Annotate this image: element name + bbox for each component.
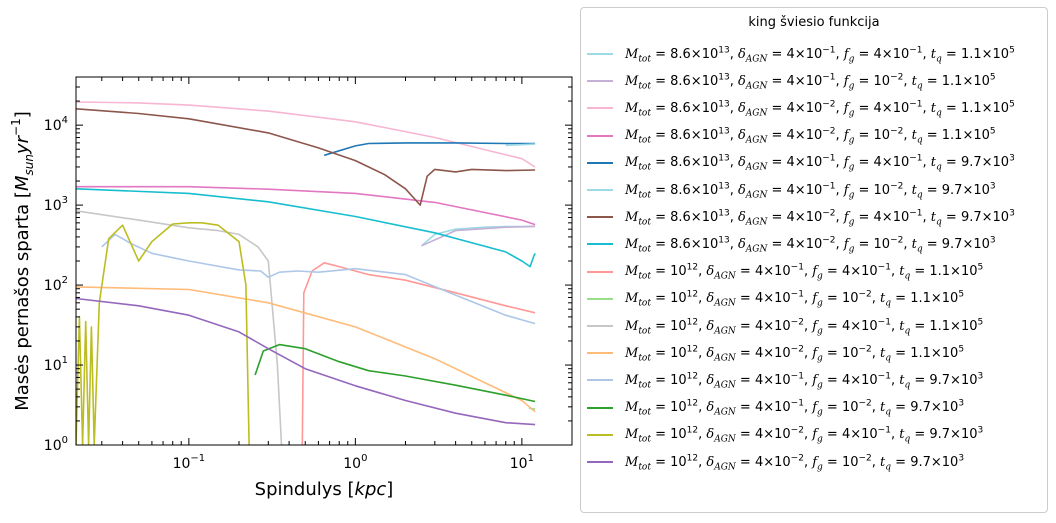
series-line-11 bbox=[76, 210, 283, 445]
series-line-15 bbox=[76, 222, 250, 445]
legend-label: Mtot = 1012, δAGN = 4×10−1, fg = 10−2, t… bbox=[625, 398, 965, 418]
legend-entry: Mtot = 8.6×1013, δAGN = 4×10−1, fg = 4×1… bbox=[587, 43, 1015, 65]
legend-entry: Mtot = 8.6×1013, δAGN = 4×10−1, fg = 4×1… bbox=[587, 152, 1015, 174]
series-line-13 bbox=[101, 233, 536, 325]
legend-label: Mtot = 8.6×1013, δAGN = 4×10−2, fg = 4×1… bbox=[625, 99, 1015, 119]
series-layer bbox=[76, 101, 536, 445]
series-line-4 bbox=[76, 185, 536, 226]
legend-swatch bbox=[587, 107, 613, 110]
series-line-6 bbox=[505, 143, 536, 147]
legend-swatch bbox=[587, 189, 613, 191]
legend-swatch bbox=[587, 406, 613, 409]
x-tick-label: 101 bbox=[510, 453, 534, 472]
legend-entry: Mtot = 8.6×1013, δAGN = 4×10−2, fg = 4×1… bbox=[587, 206, 1015, 228]
legend-label: Mtot = 8.6×1013, δAGN = 4×10−1, fg = 10−… bbox=[625, 181, 996, 201]
series-line-16 bbox=[76, 297, 536, 426]
series-line-7 bbox=[76, 108, 536, 206]
legend-swatch bbox=[587, 243, 613, 246]
legend-label: Mtot = 8.6×1013, δAGN = 4×10−1, fg = 10−… bbox=[625, 72, 996, 92]
legend-title: king šviesio funkcija bbox=[748, 15, 880, 30]
y-tick-label: 103 bbox=[44, 195, 68, 214]
x-tick-label: 100 bbox=[343, 453, 367, 472]
legend-label: Mtot = 1012, δAGN = 4×10−2, fg = 4×10−1,… bbox=[625, 425, 984, 445]
legend-entry: Mtot = 1012, δAGN = 4×10−1, fg = 10−2, t… bbox=[587, 397, 964, 419]
x-tick-label: 10−1 bbox=[173, 453, 206, 472]
series-line-5 bbox=[323, 142, 536, 157]
series-line-14 bbox=[254, 343, 536, 403]
legend-label: Mtot = 8.6×1013, δAGN = 4×10−2, fg = 10−… bbox=[625, 126, 996, 146]
y-tick-label: 101 bbox=[44, 355, 68, 374]
plot-frame bbox=[75, 76, 573, 446]
legend-entry: Mtot = 8.6×1013, δAGN = 4×10−2, fg = 4×1… bbox=[587, 97, 1015, 119]
legend-entry: Mtot = 1012, δAGN = 4×10−1, fg = 4×10−1,… bbox=[587, 369, 983, 391]
legend-entry: Mtot = 8.6×1013, δAGN = 4×10−2, fg = 10−… bbox=[587, 233, 996, 255]
legend-swatch bbox=[587, 297, 613, 300]
legend-entry: Mtot = 8.6×1013, δAGN = 4×10−2, fg = 10−… bbox=[587, 125, 996, 147]
series-line-3 bbox=[76, 101, 536, 168]
legend-entry: Mtot = 1012, δAGN = 4×10−2, fg = 10−2, t… bbox=[587, 342, 964, 364]
legend-swatch bbox=[587, 352, 613, 355]
legend-entry: Mtot = 1012, δAGN = 4×10−2, fg = 4×10−1,… bbox=[587, 424, 983, 446]
legend-swatch bbox=[587, 379, 613, 382]
legend-entry: Mtot = 1012, δAGN = 4×10−1, fg = 10−2, t… bbox=[587, 288, 964, 310]
tick-layer: 10−1 100 101 100 101 102 103 104 bbox=[44, 76, 573, 472]
series-line-12 bbox=[76, 286, 536, 413]
legend-label: Mtot = 1012, δAGN = 4×10−1, fg = 10−2, t… bbox=[625, 289, 965, 309]
legend-swatch bbox=[587, 325, 613, 327]
legend-label: Mtot = 1012, δAGN = 4×10−2, fg = 10−2, t… bbox=[625, 453, 965, 473]
legend-swatch bbox=[587, 53, 613, 55]
legend-label: Mtot = 1012, δAGN = 4×10−2, fg = 10−2, t… bbox=[625, 344, 965, 364]
legend-label: Mtot = 8.6×1013, δAGN = 4×10−1, fg = 4×1… bbox=[625, 153, 1015, 173]
legend-label: Mtot = 1012, δAGN = 4×10−1, fg = 4×10−1,… bbox=[625, 262, 984, 282]
legend-swatch bbox=[587, 134, 613, 137]
legend-entry: Mtot = 1012, δAGN = 4×10−1, fg = 4×10−1,… bbox=[587, 261, 983, 283]
legend-swatch bbox=[587, 433, 613, 436]
legend-swatch bbox=[587, 80, 613, 83]
legend-entry: Mtot = 8.6×1013, δAGN = 4×10−1, fg = 10−… bbox=[587, 179, 996, 201]
legend-label: Mtot = 8.6×1013, δAGN = 4×10−2, fg = 4×1… bbox=[625, 208, 1015, 228]
series-line-8 bbox=[76, 188, 536, 268]
legend-swatch bbox=[587, 461, 613, 463]
legend-entry: Mtot = 1012, δAGN = 4×10−2, fg = 4×10−1,… bbox=[587, 315, 983, 337]
y-axis-label: Masės pernašos sparta [Msunyr−1] bbox=[9, 111, 36, 411]
x-axis-label: Spindulys [kpc] bbox=[255, 479, 394, 500]
y-tick-label: 102 bbox=[44, 275, 68, 294]
y-tick-label: 100 bbox=[44, 435, 68, 454]
legend-label: Mtot = 8.6×1013, δAGN = 4×10−1, fg = 4×1… bbox=[625, 45, 1015, 65]
y-tick-label: 104 bbox=[44, 115, 68, 134]
legend-swatch bbox=[587, 270, 613, 273]
legend-entry: Mtot = 1012, δAGN = 4×10−2, fg = 10−2, t… bbox=[587, 451, 964, 473]
legend: king šviesio funkcija Mtot = 8.6×1013, δ… bbox=[580, 7, 1048, 513]
series-line-9 bbox=[301, 262, 536, 445]
legend-entry: Mtot = 8.6×1013, δAGN = 4×10−1, fg = 10−… bbox=[587, 70, 996, 92]
legend-label: Mtot = 1012, δAGN = 4×10−1, fg = 4×10−1,… bbox=[625, 371, 984, 391]
legend-label: Mtot = 1012, δAGN = 4×10−2, fg = 4×10−1,… bbox=[625, 317, 984, 337]
legend-swatch bbox=[587, 216, 613, 219]
series-line-2 bbox=[421, 225, 536, 247]
legend-swatch bbox=[587, 161, 613, 164]
legend-label: Mtot = 8.6×1013, δAGN = 4×10−2, fg = 10−… bbox=[625, 235, 996, 255]
